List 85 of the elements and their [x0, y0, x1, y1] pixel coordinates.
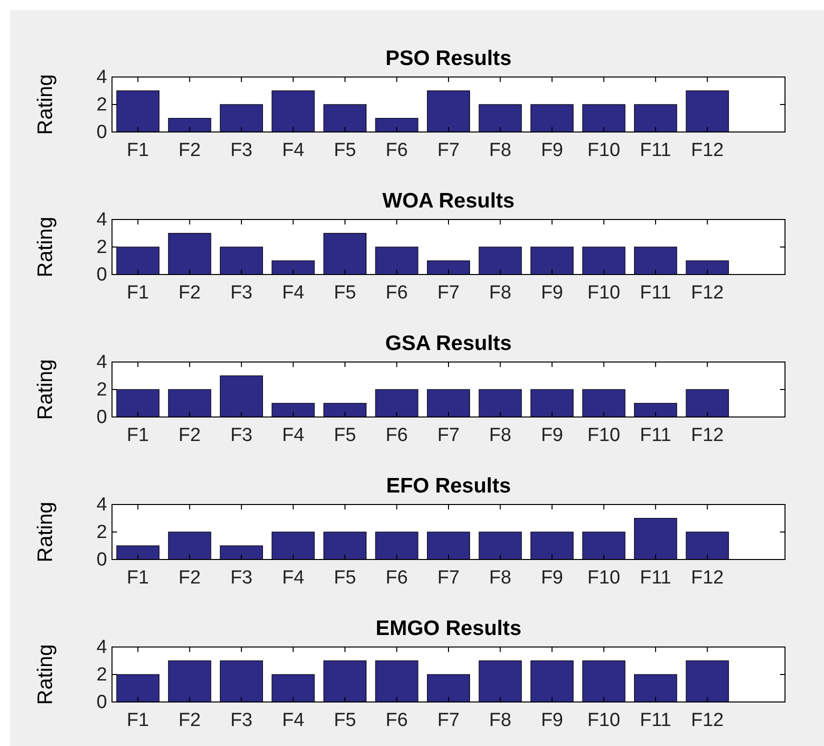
- x-tick-label: F10: [587, 567, 620, 588]
- y-axis-title: Rating: [34, 359, 57, 420]
- chart-title: WOA Results: [382, 190, 515, 212]
- x-tick-label: F3: [230, 567, 253, 588]
- x-tick-label: F12: [690, 567, 724, 588]
- x-tick-label: F10: [587, 710, 620, 731]
- chart-title: PSO Results: [385, 47, 512, 70]
- x-tick-label: F5: [334, 424, 356, 446]
- x-tick-label: F8: [489, 140, 512, 161]
- x-tick-label: F4: [282, 282, 305, 304]
- y-tick-label: 0: [96, 550, 108, 571]
- x-tick-label: F1: [126, 140, 149, 161]
- chart-title: GSA Results: [385, 332, 512, 355]
- chart-title: EMGO Results: [376, 617, 522, 640]
- y-tick-label: 0: [96, 264, 108, 286]
- y-tick-label: 2: [96, 94, 108, 116]
- x-tick-label: F6: [386, 140, 408, 161]
- y-tick-label: 2: [96, 237, 108, 258]
- y-tick-label: 4: [96, 210, 108, 231]
- x-tick-label: F3: [230, 424, 253, 446]
- x-tick-label: F1: [126, 567, 149, 588]
- x-tick-label: F5: [334, 140, 356, 161]
- x-tick-label: F9: [540, 710, 564, 731]
- x-tick-label: F5: [334, 567, 356, 588]
- x-tick-label: F4: [282, 710, 305, 731]
- y-axis-title: Rating: [34, 644, 57, 705]
- x-tick-label: F4: [282, 567, 305, 588]
- x-tick-label: F12: [690, 140, 724, 161]
- x-tick-label: F7: [437, 710, 460, 731]
- x-tick-label: F11: [640, 567, 672, 588]
- x-tick-label: F6: [386, 282, 408, 304]
- x-tick-label: F5: [334, 282, 356, 304]
- x-tick-label: F7: [437, 567, 460, 588]
- x-tick-label: F7: [437, 282, 460, 304]
- x-tick-label: F6: [386, 424, 408, 446]
- x-tick-label: F6: [386, 567, 408, 588]
- x-tick-label: F3: [230, 710, 253, 731]
- y-tick-label: 4: [96, 352, 108, 374]
- x-tick-label: F1: [126, 282, 149, 304]
- y-tick-label: 2: [96, 522, 108, 544]
- y-tick-label: 4: [96, 494, 108, 516]
- y-tick-label: 4: [96, 67, 108, 88]
- x-tick-label: F11: [640, 282, 672, 304]
- x-tick-label: F10: [587, 424, 620, 446]
- x-tick-label: F8: [489, 282, 512, 304]
- y-tick-label: 0: [96, 122, 108, 144]
- x-tick-label: F12: [690, 710, 724, 731]
- x-tick-label: F1: [126, 424, 149, 446]
- y-tick-label: 0: [96, 692, 108, 714]
- x-tick-label: F7: [437, 140, 460, 161]
- x-tick-label: F10: [587, 282, 620, 304]
- x-tick-label: F4: [282, 424, 305, 446]
- x-tick-label: F10: [587, 140, 620, 161]
- x-tick-label: F7: [437, 424, 460, 446]
- x-tick-label: F2: [178, 282, 201, 304]
- x-tick-label: F1: [126, 710, 149, 731]
- chart-title: EFO Results: [386, 474, 511, 498]
- x-tick-label: F9: [540, 140, 564, 161]
- y-axis-title: Rating: [34, 502, 57, 562]
- x-tick-label: F11: [640, 424, 672, 446]
- x-tick-label: F3: [230, 140, 253, 161]
- x-tick-label: F12: [690, 282, 724, 304]
- x-tick-label: F11: [640, 140, 672, 161]
- y-tick-label: 2: [96, 664, 108, 686]
- x-tick-label: F9: [540, 567, 564, 588]
- y-axis-title: Rating: [34, 216, 57, 278]
- x-tick-label: F12: [690, 424, 724, 446]
- x-tick-label: F9: [540, 424, 564, 446]
- y-axis-title: Rating: [34, 74, 57, 135]
- x-tick-label: F3: [230, 282, 253, 304]
- x-tick-label: F4: [282, 140, 305, 161]
- y-tick-label: 0: [96, 407, 108, 428]
- x-tick-label: F5: [334, 710, 356, 731]
- x-tick-label: F2: [178, 567, 201, 588]
- x-tick-label: F8: [489, 424, 512, 446]
- y-tick-label: 4: [96, 637, 108, 658]
- x-tick-label: F2: [178, 710, 201, 731]
- x-tick-label: F8: [489, 567, 512, 588]
- x-tick-label: F2: [178, 424, 201, 446]
- x-tick-label: F2: [178, 140, 201, 161]
- x-tick-label: F9: [540, 282, 564, 304]
- x-tick-label: F6: [386, 710, 408, 731]
- x-tick-label: F8: [489, 710, 512, 731]
- y-tick-label: 2: [96, 380, 108, 401]
- x-tick-label: F11: [640, 710, 672, 731]
